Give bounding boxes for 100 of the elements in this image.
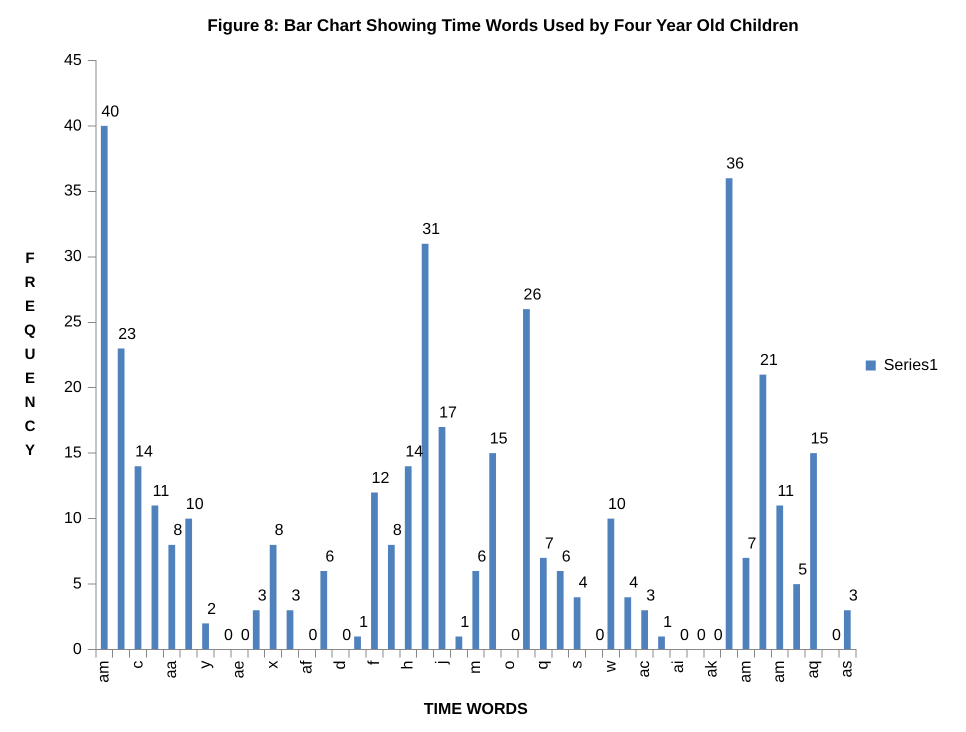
bar	[286, 610, 294, 650]
data-label: 4	[578, 574, 588, 592]
bar	[168, 544, 176, 650]
data-label: 7	[748, 535, 757, 552]
bar	[540, 558, 547, 650]
y-tick-label: 20	[64, 379, 82, 396]
bar	[556, 571, 564, 650]
x-tick-label: o	[500, 660, 518, 670]
data-label: 8	[274, 522, 284, 540]
data-label: 0	[511, 626, 520, 644]
text: FREQUENCY	[24, 250, 36, 460]
y-tick-label: 30	[64, 248, 82, 266]
bar	[574, 597, 580, 650]
data-label: 10	[186, 496, 204, 514]
data-label: 0	[240, 626, 250, 644]
bar	[742, 558, 750, 650]
bar	[404, 466, 412, 650]
bar	[270, 544, 276, 650]
data-label: 0	[832, 626, 841, 644]
x-tick-label: am	[737, 660, 754, 683]
data-label: 11	[152, 482, 170, 500]
x-axis-title: TIME WORDS	[424, 700, 528, 718]
bar	[759, 374, 766, 650]
data-label: 3	[258, 588, 267, 605]
bar	[320, 571, 328, 650]
data-label: 31	[422, 221, 440, 238]
bar	[523, 309, 530, 650]
bar	[624, 597, 632, 650]
bar	[422, 244, 428, 650]
data-label: 6	[325, 548, 334, 566]
data-label: 6	[562, 548, 571, 566]
y-tick-label: 40	[64, 117, 82, 134]
data-label: 6	[477, 548, 486, 566]
legend-label: Series1	[884, 356, 938, 374]
data-label: 8	[173, 522, 182, 540]
data-label: 0	[342, 626, 352, 644]
bar	[152, 506, 158, 650]
x-tick-label: m	[467, 660, 484, 674]
bar	[810, 453, 817, 650]
x-tick-label: ak	[704, 660, 721, 678]
bar	[388, 544, 395, 650]
x-tick-label: as	[838, 660, 856, 678]
data-label: 1	[663, 614, 672, 631]
x-tick-label: s	[568, 660, 586, 669]
bar	[371, 492, 378, 650]
x-tick-label: ai	[670, 660, 687, 674]
bar	[489, 453, 496, 650]
x-tick-label: w	[602, 660, 620, 674]
x-tick-label: c	[129, 660, 146, 669]
data-label: 8	[392, 522, 402, 540]
x-tick-label: am	[771, 660, 788, 683]
data-label: 11	[777, 482, 794, 500]
data-label: 15	[810, 430, 829, 448]
y-tick-label: 35	[64, 182, 82, 200]
data-label: 3	[292, 588, 301, 605]
data-label: 2	[207, 600, 216, 618]
bar	[252, 610, 260, 650]
x-tick-label: h	[400, 660, 417, 670]
data-label: 10	[608, 496, 626, 514]
y-tick-label: 0	[72, 640, 82, 658]
bar	[100, 126, 108, 650]
data-label: 0	[714, 626, 723, 644]
x-tick-label: y	[196, 660, 214, 669]
data-label: 3	[646, 588, 656, 605]
data-label: 3	[848, 588, 858, 605]
x-tick-label: ac	[636, 660, 654, 678]
bar	[658, 636, 665, 650]
data-label: 0	[308, 626, 318, 644]
y-tick-label: 15	[64, 444, 82, 462]
data-label: 0	[224, 626, 234, 644]
x-tick-label: j	[433, 660, 450, 666]
x-tick-label: f	[366, 660, 383, 666]
bar	[726, 178, 732, 650]
bar	[456, 636, 462, 650]
x-tick-label: d	[332, 660, 350, 670]
bar	[776, 506, 784, 650]
data-label: 1	[359, 614, 368, 631]
bar	[354, 636, 361, 650]
data-label: 7	[544, 535, 554, 552]
data-label: 0	[696, 626, 706, 644]
bar	[185, 518, 192, 650]
bar	[641, 610, 648, 650]
bar	[608, 518, 614, 650]
x-tick-label: am	[96, 660, 113, 683]
y-tick-label: 5	[72, 576, 82, 593]
data-label: 21	[760, 352, 778, 370]
data-label: 0	[596, 626, 605, 644]
x-tick-label: af	[298, 660, 316, 674]
bar	[844, 610, 851, 650]
data-label: 23	[118, 326, 136, 343]
data-label: 1	[460, 614, 470, 631]
x-tick-label: q	[534, 660, 552, 670]
data-label: 40	[101, 103, 120, 120]
bar	[134, 466, 142, 650]
bar	[202, 623, 209, 650]
y-tick-label: 25	[64, 314, 82, 331]
y-tick-label: 45	[64, 52, 82, 69]
y-tick-label: 10	[64, 510, 82, 528]
chart-title: Figure 8: Bar Chart Showing Time Words Used by Four Year Old Children	[207, 16, 799, 35]
bar	[118, 348, 125, 650]
